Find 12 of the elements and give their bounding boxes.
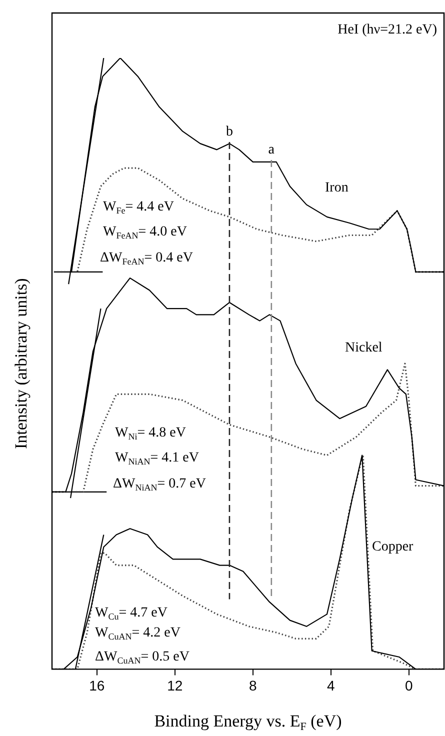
- annotation: Nickel: [345, 340, 382, 356]
- x-tick-label: 4: [326, 677, 335, 694]
- x-tick-label: 16: [89, 677, 105, 694]
- annotation: Copper: [372, 540, 414, 555]
- x-tick-label: 8: [248, 677, 257, 694]
- ref-line-label: b: [226, 124, 233, 140]
- x-tick-label: 0: [404, 677, 413, 694]
- x-tick-label: 12: [167, 677, 183, 694]
- annotation: Iron: [325, 180, 348, 196]
- text: HeI (hν=21.2 eV): [338, 22, 438, 38]
- y-axis-title: Intensity (arbitrary units): [11, 278, 30, 450]
- ref-line-label: a: [268, 142, 276, 158]
